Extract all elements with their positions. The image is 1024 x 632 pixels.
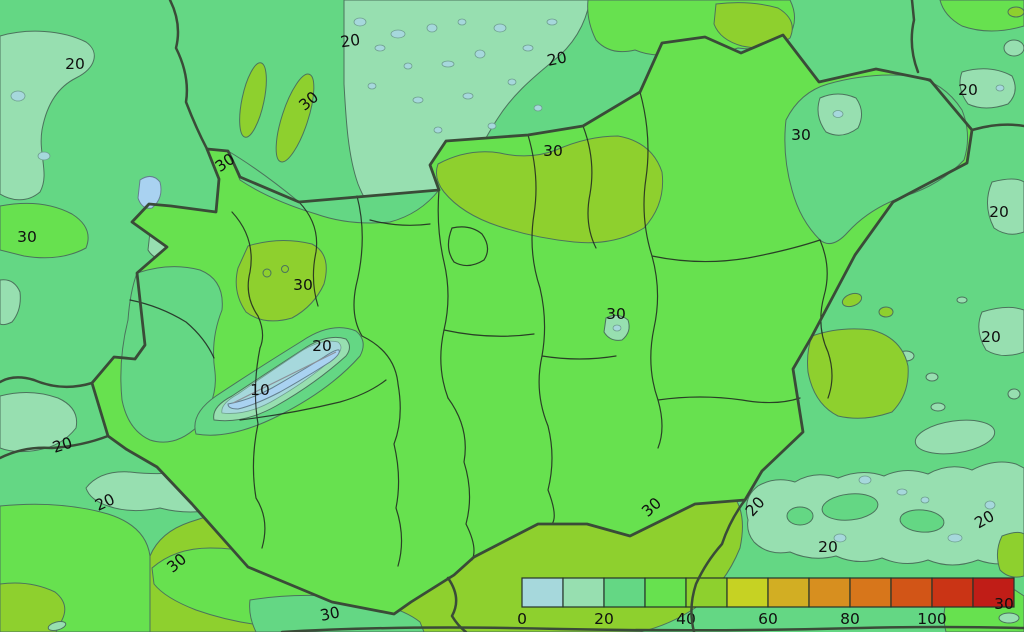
legend-swatch-0 bbox=[521, 577, 564, 608]
contour-label: 20 bbox=[50, 434, 74, 457]
contour-label: 30 bbox=[17, 228, 37, 246]
contour-label: 20 bbox=[958, 81, 978, 99]
lake-balaton bbox=[194, 327, 364, 436]
legend-tick-label: 100 bbox=[917, 610, 947, 628]
legend-swatch-5 bbox=[726, 577, 769, 608]
contour-label: 30 bbox=[606, 305, 626, 323]
budapest-boundary bbox=[447, 226, 489, 267]
legend-swatch-6 bbox=[767, 577, 810, 608]
border-over-legend bbox=[690, 498, 747, 632]
hungary-fill bbox=[92, 35, 972, 614]
contour-label: 20 bbox=[981, 328, 1001, 346]
legend-tick-label: 20 bbox=[594, 610, 614, 628]
county-borders bbox=[129, 91, 833, 567]
legend-swatch-3 bbox=[644, 577, 687, 608]
contour-label: 30 bbox=[543, 142, 563, 160]
contour-label: 30 bbox=[293, 276, 313, 294]
contour-label: 10 bbox=[250, 381, 270, 399]
contour-label: 20 bbox=[312, 337, 332, 355]
legend-tick-label: 0 bbox=[517, 610, 527, 628]
legend-swatch-10 bbox=[931, 577, 974, 608]
hungary-border bbox=[90, 33, 974, 616]
legend-swatch-9 bbox=[890, 577, 933, 608]
legend-swatch-8 bbox=[849, 577, 892, 608]
legend-tick-label: 60 bbox=[758, 610, 778, 628]
lake-ferto bbox=[137, 176, 162, 209]
legend-swatch-11 bbox=[972, 577, 1015, 608]
contour-label: 20 bbox=[65, 55, 85, 73]
speckles bbox=[353, 17, 558, 134]
legend-swatch-2 bbox=[603, 577, 646, 608]
hungary-interior bbox=[92, 35, 972, 614]
legend-swatches bbox=[521, 577, 1015, 608]
contour-label: 20 bbox=[545, 48, 568, 70]
contour-label: 30 bbox=[318, 603, 341, 625]
contour-label: 30 bbox=[994, 595, 1014, 613]
color-scale-legend: 0 20 40 60 80 100 bbox=[517, 577, 1015, 628]
legend-swatch-1 bbox=[562, 577, 605, 608]
contour-label: 20 bbox=[339, 31, 361, 52]
contour-label: 20 bbox=[818, 538, 838, 556]
legend-tick-label: 80 bbox=[840, 610, 860, 628]
contour-label: 20 bbox=[989, 203, 1009, 221]
legend-swatch-7 bbox=[808, 577, 851, 608]
contour-label: 30 bbox=[791, 126, 811, 144]
